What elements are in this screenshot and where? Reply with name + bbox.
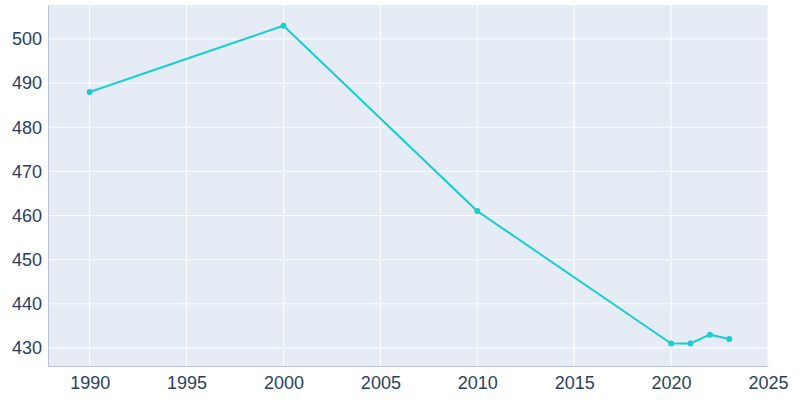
tick-label: 1995	[167, 373, 207, 393]
grid-line-x	[477, 5, 478, 366]
tick-label: 450	[12, 250, 42, 270]
y-tick: 430	[12, 338, 48, 358]
point	[87, 89, 93, 95]
tick-label: 500	[12, 29, 42, 49]
y-tick: 460	[12, 206, 48, 226]
tick-label: 2020	[652, 373, 692, 393]
x-tick: 2010	[458, 366, 498, 393]
plot-background	[48, 5, 768, 366]
chart: 1990 1995 2000 2005 2010 2015 2020 2025 430 440 45…	[0, 0, 800, 400]
y-tick: 500	[12, 29, 48, 49]
tick-label: 480	[12, 118, 42, 138]
series	[87, 23, 733, 347]
grid-line-x	[768, 5, 769, 366]
axis-line	[48, 6, 49, 367]
grid-line-y	[48, 171, 768, 172]
grid-line-y	[48, 347, 768, 348]
y-axis: 430 440 450 460 470 480 490 500	[12, 6, 49, 367]
point	[687, 340, 693, 346]
grid	[48, 5, 768, 366]
grid-line-y	[48, 38, 768, 39]
tick-label: 1990	[70, 373, 110, 393]
grid-line-y	[48, 127, 768, 128]
axis-line	[49, 366, 769, 367]
x-tick: 1990	[70, 366, 110, 393]
grid-line-x	[89, 5, 90, 366]
line	[90, 26, 730, 344]
x-tick: 2020	[652, 366, 692, 393]
x-tick: 2000	[264, 366, 304, 393]
grid-line-x	[380, 5, 381, 366]
x-tick: 2025	[748, 366, 788, 393]
tick-label: 2025	[748, 373, 788, 393]
tick-label: 2000	[264, 373, 304, 393]
point	[726, 336, 732, 342]
x-tick: 2015	[555, 366, 595, 393]
grid-line-x	[574, 5, 575, 366]
grid-line-y	[48, 215, 768, 216]
tick-label: 460	[12, 206, 42, 226]
x-tick: 1995	[167, 366, 207, 393]
point	[280, 23, 286, 29]
tick-label: 2015	[555, 373, 595, 393]
grid-line-x	[671, 5, 672, 366]
y-tick: 490	[12, 73, 48, 93]
y-tick: 470	[12, 162, 48, 182]
point	[668, 340, 674, 346]
grid-line-y	[48, 259, 768, 260]
y-tick: 450	[12, 250, 48, 270]
point	[474, 208, 480, 214]
x-axis: 1990 1995 2000 2005 2010 2015 2020 2025	[49, 366, 789, 393]
tick-label: 2010	[458, 373, 498, 393]
grid-line-x	[283, 5, 284, 366]
tick-label: 430	[12, 338, 42, 358]
y-tick: 440	[12, 294, 48, 314]
tick-label: 440	[12, 294, 42, 314]
grid-line-y	[48, 83, 768, 84]
y-tick: 480	[12, 118, 48, 138]
tick-label: 470	[12, 162, 42, 182]
x-tick: 2005	[361, 366, 401, 393]
point	[707, 332, 713, 338]
plot: 1990 1995 2000 2005 2010 2015 2020 2025 430 440 45…	[12, 5, 789, 393]
tick-label: 490	[12, 73, 42, 93]
tick-label: 2005	[361, 373, 401, 393]
grid-line-y	[48, 303, 768, 304]
